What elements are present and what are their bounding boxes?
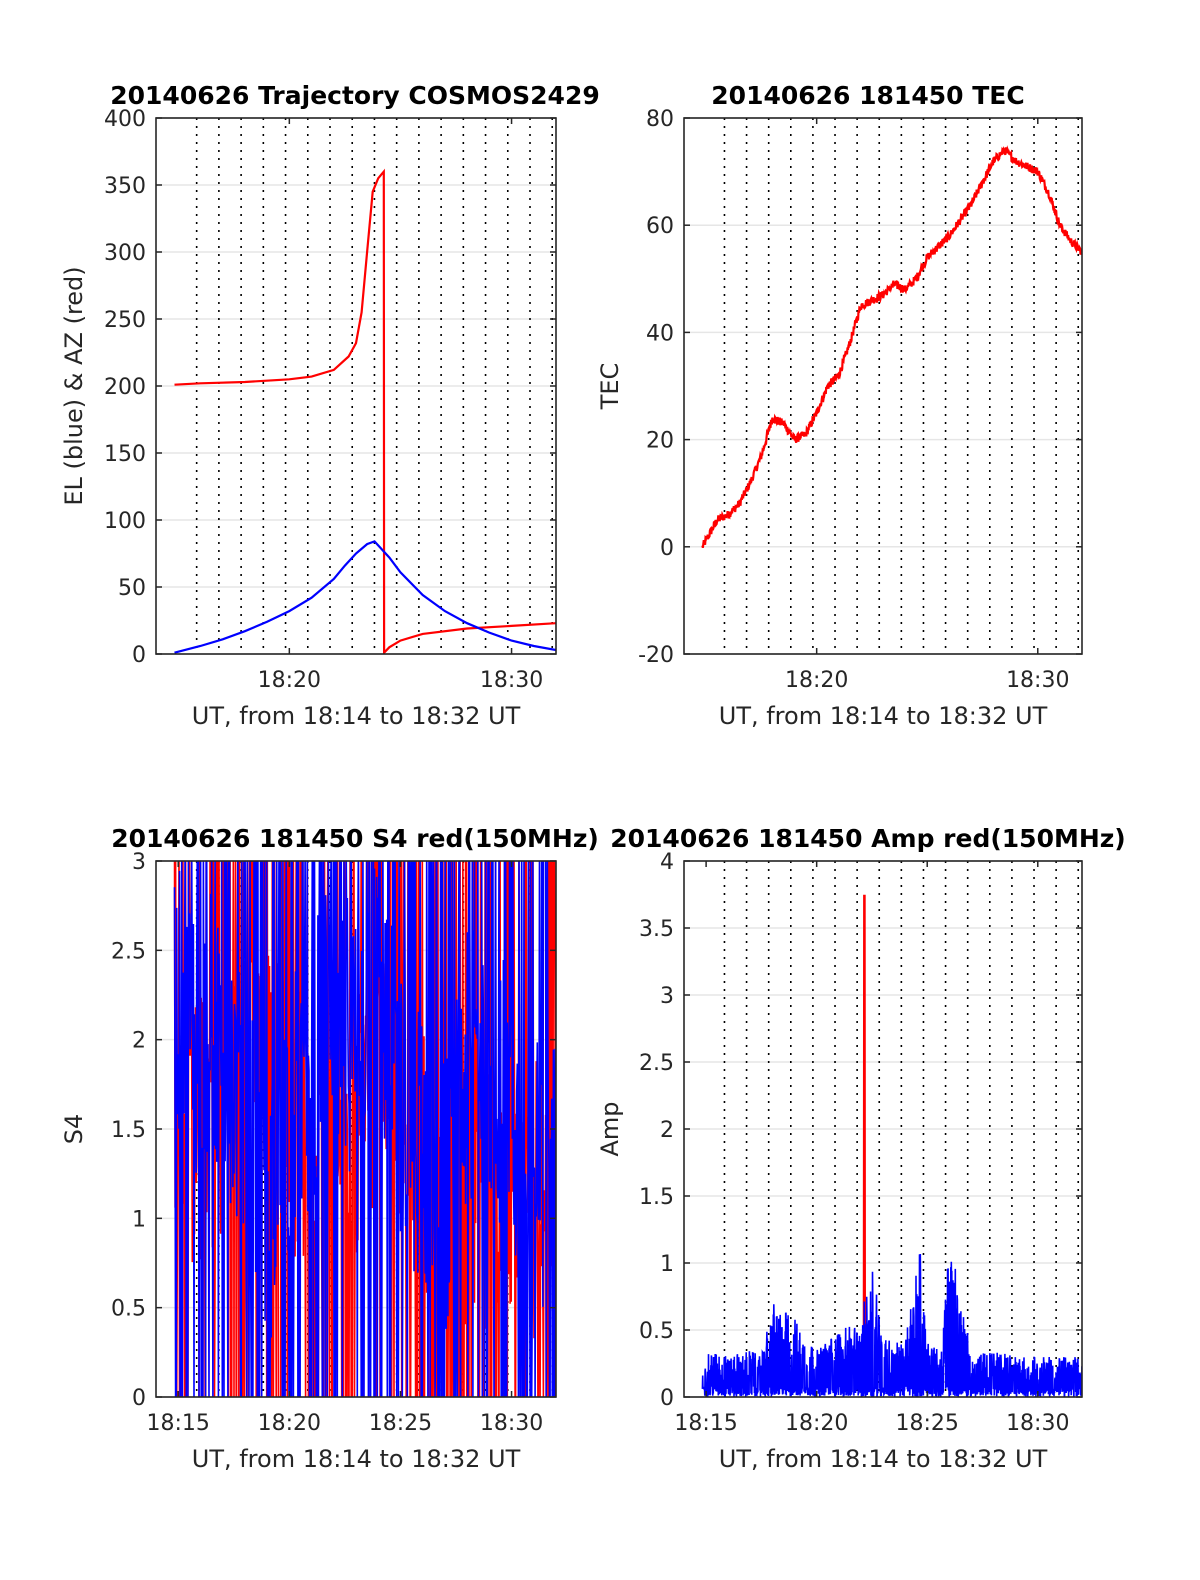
y-tick-label: 100 bbox=[104, 509, 146, 534]
y-tick-label: 1.5 bbox=[111, 1118, 146, 1143]
y-tick-label: 2 bbox=[660, 1118, 674, 1143]
y-tick-label: 150 bbox=[104, 442, 146, 467]
y-tick-label: 0 bbox=[132, 1386, 146, 1411]
x-tick-label: 18:20 bbox=[785, 1411, 848, 1436]
x-tick-label: 18:15 bbox=[674, 1411, 737, 1436]
chart-title: 20140626 181450 S4 red(150MHz) bbox=[111, 824, 599, 853]
chart-panel-amp: 0 0.5 1 1.5 2 2.5 3 3.5 4 18:15 18:20 18:25 18:30 201… bbox=[596, 824, 1126, 1473]
chart-title: 20140626 181450 TEC bbox=[711, 81, 1024, 110]
y-tick-label: 4 bbox=[660, 850, 674, 875]
x-tick-label: 18:30 bbox=[480, 668, 543, 693]
y-tick-label: 0 bbox=[132, 643, 146, 668]
series-line-amp-0 bbox=[862, 894, 867, 1371]
chart-panel-s4: 0 0.5 1 1.5 2 2.5 3 18:15 18:20 18:25 18:30 2014062… bbox=[60, 824, 599, 1473]
chart-title: 20140626 Trajectory COSMOS2429 bbox=[110, 81, 600, 110]
y-tick-label: 1 bbox=[132, 1207, 146, 1232]
y-axis-label: TEC bbox=[596, 363, 624, 411]
y-tick-label: 0.5 bbox=[111, 1297, 146, 1322]
y-tick-label: 1 bbox=[660, 1252, 674, 1277]
chart-panel-trajectory: 0 50 100 150 200 250 300 350 400 18:20 18:30 201406… bbox=[60, 81, 600, 730]
y-tick-label: 1.5 bbox=[639, 1185, 674, 1210]
series-line-amp-1 bbox=[701, 1253, 1082, 1397]
y-tick-label: 3 bbox=[660, 984, 674, 1009]
y-tick-label: 3 bbox=[132, 850, 146, 875]
y-tick-label: 2 bbox=[132, 1029, 146, 1054]
series-line-trajectory-0 bbox=[174, 168, 556, 654]
y-tick-label: 0.5 bbox=[639, 1319, 674, 1344]
y-tick-label: 50 bbox=[118, 576, 146, 601]
x-tick-label: 18:25 bbox=[896, 1411, 959, 1436]
y-tick-label: 80 bbox=[646, 107, 674, 132]
x-axis-label: UT, from 18:14 to 18:32 UT bbox=[192, 1445, 521, 1473]
x-tick-label: 18:30 bbox=[480, 1411, 543, 1436]
y-tick-label: 250 bbox=[104, 308, 146, 333]
x-axis-label: UT, from 18:14 to 18:32 UT bbox=[192, 702, 521, 730]
y-tick-label: 40 bbox=[646, 321, 674, 346]
y-tick-label: 20 bbox=[646, 429, 674, 454]
y-tick-label: -20 bbox=[638, 643, 674, 668]
y-tick-label: 2.5 bbox=[639, 1051, 674, 1076]
chart-panel-tec: -20 0 20 40 60 80 18:20 18:30 20140626 181450 TE… bbox=[596, 81, 1083, 730]
y-tick-label: 2.5 bbox=[111, 939, 146, 964]
series-line-s4-1 bbox=[173, 861, 556, 1397]
y-tick-label: 200 bbox=[104, 375, 146, 400]
y-tick-label: 0 bbox=[660, 536, 674, 561]
x-tick-label: 18:20 bbox=[258, 1411, 321, 1436]
y-tick-label: 60 bbox=[646, 214, 674, 239]
y-tick-label: 3.5 bbox=[639, 917, 674, 942]
x-axis-label: UT, from 18:14 to 18:32 UT bbox=[719, 702, 1048, 730]
y-tick-label: 350 bbox=[104, 174, 146, 199]
y-axis-label: EL (blue) & AZ (red) bbox=[60, 266, 88, 505]
x-tick-label: 18:30 bbox=[1006, 1411, 1069, 1436]
axes-box bbox=[683, 117, 1083, 655]
x-axis-label: UT, from 18:14 to 18:32 UT bbox=[719, 1445, 1048, 1473]
x-tick-label: 18:15 bbox=[147, 1411, 210, 1436]
x-tick-label: 18:30 bbox=[1006, 668, 1069, 693]
y-axis-label: Amp bbox=[596, 1101, 624, 1156]
x-tick-label: 18:20 bbox=[258, 668, 321, 693]
y-tick-label: 300 bbox=[104, 241, 146, 266]
y-tick-label: 400 bbox=[104, 107, 146, 132]
y-tick-label: 0 bbox=[660, 1386, 674, 1411]
x-tick-label: 18:20 bbox=[785, 668, 848, 693]
x-tick-label: 18:25 bbox=[369, 1411, 432, 1436]
chart-title: 20140626 181450 Amp red(150MHz) bbox=[610, 824, 1126, 853]
y-axis-label: S4 bbox=[60, 1114, 88, 1145]
series-line-trajectory-1 bbox=[174, 540, 556, 654]
series-line-tec-0 bbox=[701, 145, 1082, 548]
